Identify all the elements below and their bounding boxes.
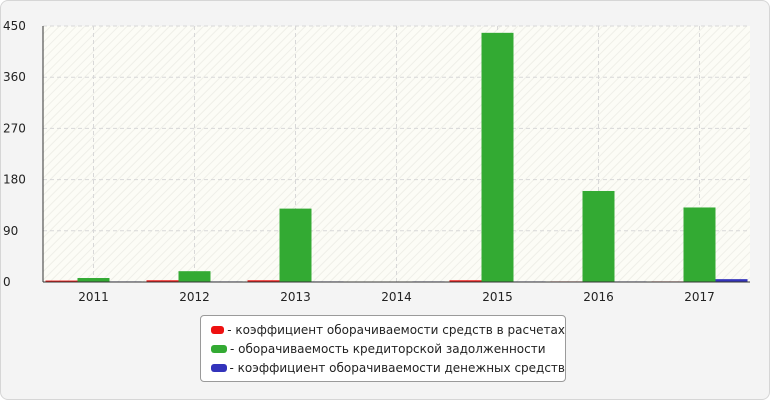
y-tick-label: 0 (3, 275, 11, 289)
x-tick-label: 2012 (179, 290, 210, 304)
y-tick-labels: 0 90 180 270 360 450 (3, 19, 26, 289)
x-tick-label: 2013 (280, 290, 311, 304)
x-tick-label: 2017 (684, 290, 715, 304)
bar-series-2 (481, 32, 514, 283)
legend-label: - коэффициент оборачиваемости средств в … (227, 322, 565, 337)
x-tick-label: 2015 (482, 290, 513, 304)
y-tick-label: 450 (3, 19, 26, 33)
legend-swatch-red (211, 325, 225, 334)
bar-series-2 (77, 278, 110, 282)
legend: - коэффициент оборачиваемости средств в … (200, 315, 566, 382)
axes (42, 26, 750, 283)
y-tick-label: 90 (3, 224, 18, 238)
legend-label: - коэффициент оборачиваемости денежных с… (229, 360, 566, 375)
y-tick-label: 180 (3, 173, 26, 187)
bars (45, 32, 748, 283)
y-tick-label: 360 (3, 70, 26, 84)
x-tick-label: 2014 (381, 290, 412, 304)
y-tick-label: 270 (3, 121, 26, 135)
legend-item-series-3: - коэффициент оборачиваемости денежных с… (211, 358, 565, 377)
bar-series-1 (449, 280, 482, 282)
x-tick-label: 2016 (583, 290, 614, 304)
bar-series-3 (715, 279, 748, 282)
x-tick-label: 2011 (78, 290, 109, 304)
bar-series-1 (146, 280, 179, 282)
bar-series-1 (247, 280, 280, 282)
legend-item-series-2: - оборачиваемость кредиторской задолженн… (211, 339, 565, 358)
legend-swatch-green (211, 344, 227, 353)
x-tick-labels: 2011 2012 2013 2014 2015 2016 2017 (78, 290, 715, 304)
bar-series-2 (582, 190, 615, 282)
legend-item-series-1: - коэффициент оборачиваемости средств в … (211, 320, 565, 339)
bar-series-2 (178, 271, 211, 282)
bar-series-1 (45, 280, 78, 282)
legend-swatch-blue (211, 363, 227, 372)
bar-series-2 (279, 208, 312, 282)
bar-series-2 (683, 207, 716, 282)
legend-label: - оборачиваемость кредиторской задолженн… (230, 341, 546, 356)
